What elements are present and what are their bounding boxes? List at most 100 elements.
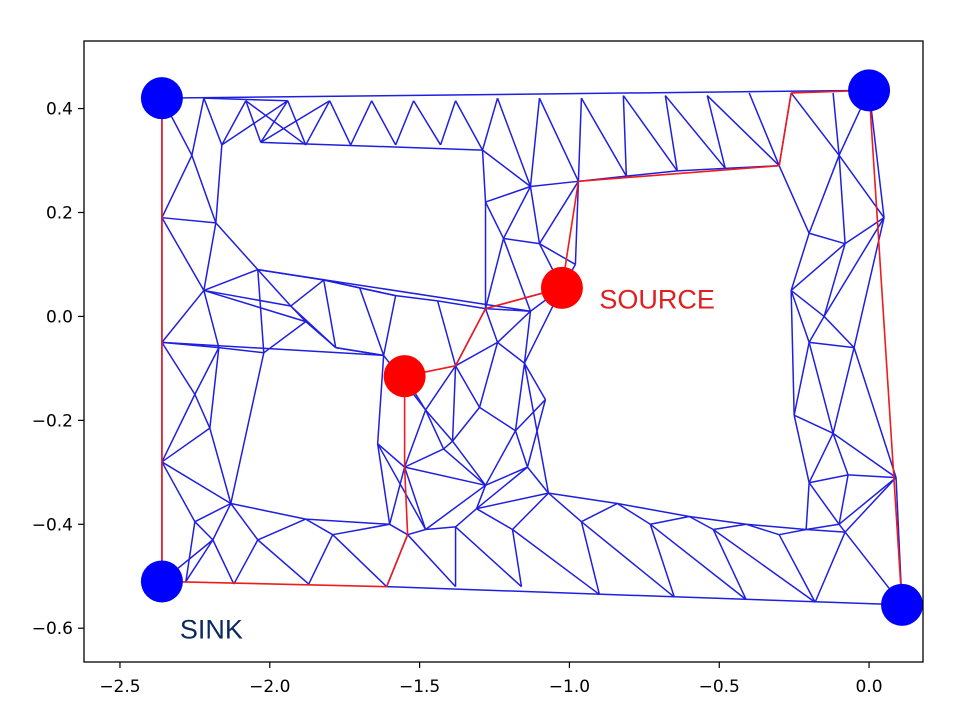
mesh-edge	[329, 100, 352, 146]
mesh-edge	[514, 399, 546, 432]
mesh-edge	[485, 185, 531, 203]
mesh-edge	[512, 528, 600, 596]
mesh-edge	[616, 502, 651, 525]
mesh-edge	[287, 100, 307, 146]
mesh-edge	[580, 97, 628, 177]
mesh-edge	[203, 290, 220, 348]
mesh-edge	[245, 100, 307, 146]
mesh-edge	[548, 492, 618, 505]
y-tick-label: 0.2	[46, 203, 73, 223]
mesh-edge	[523, 362, 547, 400]
mesh-edge	[233, 539, 259, 585]
mesh-edge	[650, 515, 690, 526]
x-tick-label: −0.5	[699, 677, 740, 697]
mesh-edge	[496, 97, 532, 187]
mesh-edge	[185, 539, 214, 582]
mesh-edge	[808, 342, 834, 434]
mesh-edge	[161, 155, 193, 219]
x-tick-label: −2.0	[249, 677, 290, 697]
mesh-edge	[260, 100, 331, 143]
mesh-edge	[443, 440, 454, 450]
mesh-edge	[290, 279, 325, 307]
path-edge	[161, 580, 387, 588]
x-tick-label: −1.0	[549, 677, 590, 697]
mesh-edge	[424, 409, 445, 450]
mesh-edge	[161, 341, 384, 357]
mesh-edge	[574, 181, 580, 265]
mesh-edge	[664, 95, 679, 172]
mesh-edge	[868, 90, 885, 218]
mesh-edge	[382, 295, 397, 356]
mesh-edge	[790, 290, 795, 416]
mesh-edge	[305, 100, 331, 146]
mesh-edge	[436, 300, 457, 366]
mesh-edge	[218, 346, 264, 354]
mesh-edge	[376, 443, 427, 530]
mesh-edge	[203, 289, 291, 307]
path-edge	[778, 92, 792, 166]
mesh-edge	[793, 342, 810, 416]
mesh-edge	[394, 100, 415, 146]
mesh-edge	[511, 529, 523, 587]
mesh-edge	[350, 100, 373, 146]
mesh-edge	[497, 341, 525, 364]
mesh-edge	[230, 503, 259, 541]
mesh-edge	[790, 233, 810, 291]
mesh-edge	[377, 443, 406, 468]
mesh-edge	[161, 89, 870, 99]
mesh-edge	[424, 365, 457, 411]
mesh-edge	[161, 289, 205, 343]
x-tick-label: 0.0	[856, 677, 883, 697]
mesh-edge	[853, 347, 897, 478]
mesh-edge	[538, 97, 580, 182]
mesh-edge	[191, 98, 205, 156]
mesh-edge	[649, 524, 676, 598]
mesh-edge	[161, 216, 216, 224]
mesh-edge	[523, 311, 532, 364]
mesh-edge	[838, 474, 849, 525]
mesh-edge	[455, 341, 498, 367]
mesh-edge	[712, 528, 816, 603]
sink-node	[848, 69, 891, 112]
path-edge	[454, 308, 487, 367]
plot-frame	[83, 40, 924, 663]
mesh-edge	[305, 518, 334, 536]
annotations: SOURCE SINK	[180, 285, 715, 645]
mesh-edge	[454, 100, 484, 151]
mesh-edge	[404, 448, 444, 468]
mesh-edge	[161, 217, 205, 291]
mesh-edge	[484, 430, 517, 486]
x-axis-ticks: −2.5 −2.0 −1.5 −1.0 −0.5 0.0	[99, 662, 883, 697]
x-tick-label: −2.5	[99, 677, 140, 697]
mesh-edge	[481, 97, 499, 151]
mesh-edge	[481, 150, 487, 203]
mesh-edge	[395, 294, 438, 302]
mesh-edge	[484, 201, 505, 239]
mesh-edge	[677, 167, 726, 172]
mesh-edge	[748, 92, 780, 167]
mesh-edge	[580, 521, 601, 595]
mesh-edge	[808, 155, 840, 234]
mesh-edge	[485, 466, 528, 487]
mesh-edge	[806, 523, 840, 531]
sink-node	[881, 583, 924, 626]
mesh-edge	[832, 92, 840, 156]
mesh-edge	[455, 508, 478, 528]
mesh-edge	[502, 186, 532, 239]
mesh-edge	[212, 539, 235, 585]
mesh-edge	[290, 305, 337, 349]
mesh-edge	[514, 430, 529, 468]
mesh-edge	[832, 432, 897, 479]
mesh-edge	[823, 243, 846, 317]
mesh-edge	[526, 399, 547, 468]
mesh-edge	[407, 534, 457, 588]
mesh-edge	[502, 238, 532, 312]
mesh-edge	[496, 310, 531, 343]
mesh-edge	[455, 526, 522, 588]
mesh-edge	[478, 342, 499, 408]
mesh-edge	[161, 461, 232, 505]
y-tick-label: −0.4	[32, 515, 73, 535]
mesh-edge	[523, 363, 550, 494]
mesh-edge	[848, 474, 897, 479]
